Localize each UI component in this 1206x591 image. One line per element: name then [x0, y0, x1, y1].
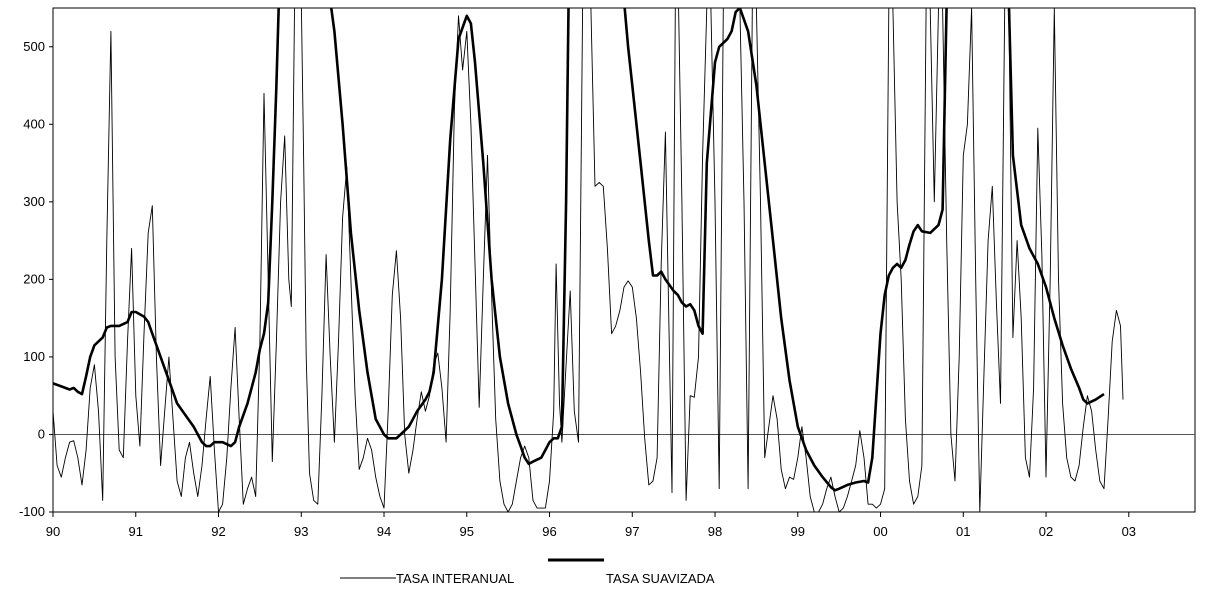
x-tick-label: 01	[956, 524, 970, 539]
x-tick-label: 00	[873, 524, 887, 539]
series-line-suavizada	[53, 8, 1105, 492]
legend-label: TASA SUAVIZADA	[606, 571, 715, 586]
series-line-interanual	[53, 8, 1124, 512]
y-tick-label: 200	[23, 271, 45, 286]
x-tick-label: 03	[1122, 524, 1136, 539]
y-tick-label: -100	[19, 504, 45, 519]
x-tick-label: 94	[377, 524, 391, 539]
plot-frame	[52, 7, 1196, 513]
x-tick-label: 95	[460, 524, 474, 539]
x-tick-label: 98	[708, 524, 722, 539]
x-tick-label: 92	[211, 524, 225, 539]
y-axis: -100 0 100 200 300 400 500	[19, 39, 53, 519]
x-axis: 90 91 92 93 94 95 96 97 98 99 00 01 02 03	[46, 512, 1136, 539]
x-tick-label: 91	[129, 524, 143, 539]
x-tick-label: 97	[625, 524, 639, 539]
plot-area	[52, 7, 1196, 513]
legend: TASA INTERANUAL TASA SUAVIZADA	[340, 558, 715, 586]
y-tick-label: 100	[23, 349, 45, 364]
x-tick-label: 02	[1039, 524, 1053, 539]
y-tick-label: 400	[23, 116, 45, 131]
y-tick-label: 0	[38, 426, 45, 441]
y-tick-label: 500	[23, 39, 45, 54]
legend-label: TASA INTERANUAL	[396, 571, 514, 586]
x-tick-label: 99	[791, 524, 805, 539]
x-tick-label: 96	[542, 524, 556, 539]
x-tick-label: 90	[46, 524, 60, 539]
x-tick-label: 93	[294, 524, 308, 539]
y-tick-label: 300	[23, 194, 45, 209]
